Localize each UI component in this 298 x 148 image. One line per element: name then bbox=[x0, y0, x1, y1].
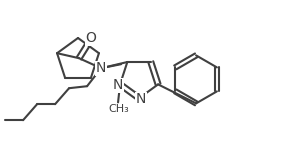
Text: CH₃: CH₃ bbox=[109, 104, 129, 114]
Text: N: N bbox=[136, 92, 146, 106]
Text: N: N bbox=[96, 61, 106, 75]
Text: O: O bbox=[86, 31, 97, 45]
Text: N: N bbox=[113, 78, 123, 92]
